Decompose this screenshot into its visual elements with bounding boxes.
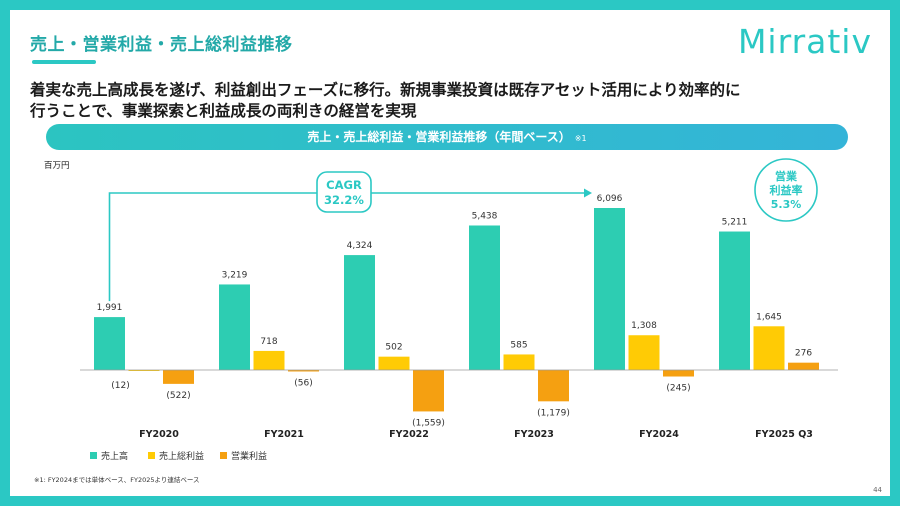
operating-margin-label-line-1: 営業 — [775, 169, 798, 183]
legend-label-revenue: 売上高 — [101, 450, 128, 462]
legend-swatch-operating-profit — [220, 452, 227, 459]
chart-title-note: ※1 — [574, 134, 587, 143]
legend-swatch-revenue — [90, 452, 97, 459]
y-axis-unit-label: 百万円 — [44, 161, 70, 171]
cagr-arrow-line — [108, 192, 584, 302]
bar-revenue-fy2025-q3 — [719, 231, 750, 370]
chart-title: 売上・売上総利益・営業利益推移（年間ベース） — [307, 130, 571, 144]
headline-line-2: 行うことで、事業探索と利益成長の両利きの経営を実現 — [30, 102, 417, 120]
x-tick-label-fy2020: FY2020 — [139, 429, 179, 440]
value-label-revenue-fy2024: 6,096 — [597, 194, 623, 204]
x-tick-label-fy2024: FY2024 — [639, 429, 679, 440]
value-label-revenue-fy2025-q3: 5,211 — [722, 218, 748, 228]
value-label-revenue-fy2020: 1,991 — [97, 303, 123, 313]
value-label-operating-profit-fy2022: (1,559) — [412, 418, 445, 428]
bar-revenue-fy2021 — [219, 284, 250, 370]
operating-margin-label-line-2: 利益率 — [770, 183, 803, 197]
bar-operating-profit-fy2025-q3 — [788, 362, 819, 370]
bar-operating-profit-fy2022 — [413, 370, 444, 412]
headline-line-1: 着実な売上高成長を遂げ、利益創出フェーズに移行。新規事業投資は既存アセット活用に… — [30, 81, 741, 99]
cagr-value: 32.2% — [324, 193, 364, 207]
slide-title: 売上・営業利益・売上総利益推移 — [30, 35, 293, 55]
cagr-arrowhead — [584, 188, 592, 198]
bar-operating-profit-fy2021 — [288, 370, 319, 372]
title-underline — [32, 60, 96, 64]
value-label-revenue-fy2023: 5,438 — [472, 211, 498, 221]
value-label-gross-profit-fy2020: (12) — [111, 381, 129, 391]
x-tick-label-fy2025-q3: FY2025 Q3 — [755, 429, 813, 440]
value-label-gross-profit-fy2025-q3: 1,645 — [756, 312, 782, 322]
value-label-operating-profit-fy2020: (522) — [166, 391, 190, 401]
bar-revenue-fy2024 — [594, 208, 625, 370]
legend-swatch-gross-profit — [148, 452, 155, 459]
value-label-operating-profit-fy2025-q3: 276 — [795, 349, 812, 359]
value-label-operating-profit-fy2021: (56) — [294, 378, 312, 388]
value-label-gross-profit-fy2023: 585 — [510, 340, 527, 350]
bar-gross-profit-fy2020 — [128, 370, 160, 371]
cagr-badge — [316, 171, 372, 213]
cagr-label: CAGR — [326, 178, 362, 192]
mirrativ-logo: Mirrativ — [737, 22, 872, 61]
value-label-operating-profit-fy2023: (1,179) — [537, 408, 570, 418]
bar-revenue-fy2023 — [469, 225, 500, 370]
value-label-operating-profit-fy2024: (245) — [666, 384, 690, 394]
value-label-gross-profit-fy2021: 718 — [260, 337, 277, 347]
bar-operating-profit-fy2020 — [163, 370, 194, 384]
legend-label-operating-profit: 営業利益 — [231, 450, 267, 462]
x-tick-label-fy2023: FY2023 — [514, 429, 554, 440]
bar-gross-profit-fy2021 — [253, 350, 285, 370]
chart-title-banner: 売上・売上総利益・営業利益推移（年間ベース） ※1 — [46, 124, 848, 150]
value-label-gross-profit-fy2022: 502 — [385, 343, 402, 353]
bar-gross-profit-fy2024 — [628, 335, 660, 370]
headline: 着実な売上高成長を遂げ、利益創出フェーズに移行。新規事業投資は既存アセット活用に… — [30, 80, 880, 122]
legend-label-gross-profit: 売上総利益 — [159, 450, 204, 462]
value-label-revenue-fy2021: 3,219 — [222, 270, 248, 280]
bar-operating-profit-fy2023 — [538, 370, 569, 402]
bar-gross-profit-fy2025-q3 — [753, 326, 785, 370]
operating-margin-badge — [754, 158, 818, 222]
operating-margin-value: 5.3% — [771, 198, 802, 211]
value-label-revenue-fy2022: 4,324 — [347, 241, 373, 251]
bar-revenue-fy2022 — [344, 255, 375, 370]
footnote: ※1: FY2024までは単体ベース、FY2025より連結ベース — [34, 476, 200, 484]
bar-operating-profit-fy2024 — [663, 370, 694, 377]
bar-revenue-fy2020 — [94, 317, 125, 370]
value-label-gross-profit-fy2024: 1,308 — [631, 321, 657, 331]
page-number: 44 — [873, 486, 882, 494]
x-tick-label-fy2022: FY2022 — [389, 429, 429, 440]
bar-gross-profit-fy2023 — [503, 354, 535, 370]
bar-gross-profit-fy2022 — [378, 356, 410, 370]
x-tick-label-fy2021: FY2021 — [264, 429, 304, 440]
